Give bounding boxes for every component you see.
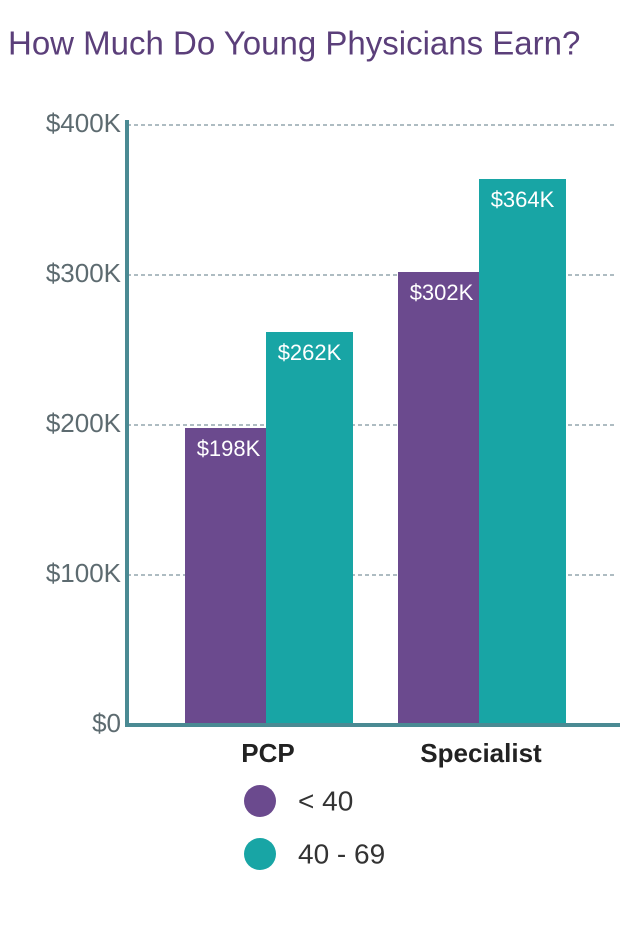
bar [479,179,566,725]
value-label: $262K [278,340,342,365]
value-label: $302K [410,280,474,305]
y-tick-label: $400K [46,108,122,138]
y-tick-label: $100K [46,558,122,588]
value-label: $198K [197,436,261,461]
legend-swatch [244,785,276,817]
y-tick-label: $200K [46,408,122,438]
chart-title: How Much Do Young Physicians Earn? [8,25,580,62]
value-label: $364K [491,187,555,212]
y-tick-label: $300K [46,258,122,288]
bar [398,272,485,725]
x-tick-label: Specialist [420,738,542,768]
legend-label: 40 - 69 [298,838,385,869]
legend-swatch [244,838,276,870]
legend-label: < 40 [298,785,353,816]
bar [185,428,272,725]
x-tick-label: PCP [241,738,294,768]
y-tick-label: $0 [92,708,121,738]
bar [266,332,353,725]
